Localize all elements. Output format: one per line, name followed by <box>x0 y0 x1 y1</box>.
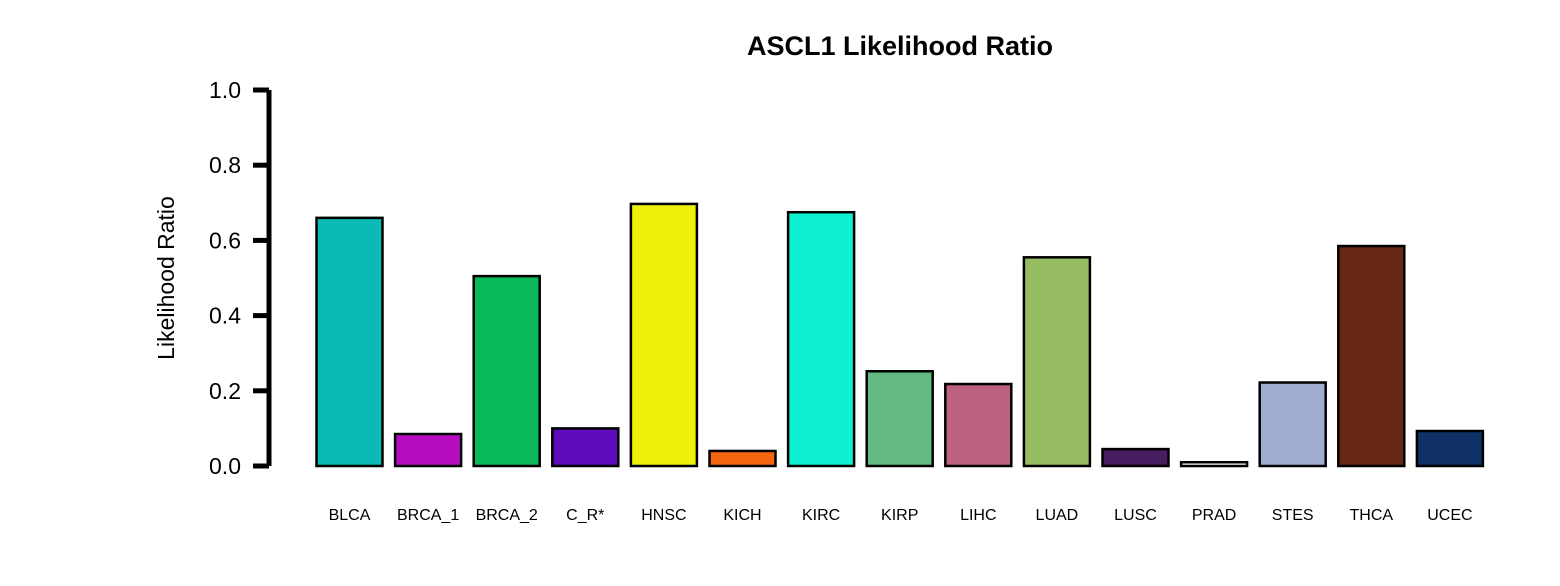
bar-lusc <box>1101 447 1170 468</box>
x-tick-label: LIHC <box>960 507 996 524</box>
x-tick-label: THCA <box>1350 507 1394 524</box>
bars <box>315 202 1485 468</box>
bar-lihc <box>944 382 1013 468</box>
x-tick-label: BLCA <box>329 507 371 524</box>
bar-stes <box>1258 381 1327 468</box>
x-tick-label: KICH <box>723 507 761 524</box>
x-tick-label: PRAD <box>1192 507 1236 524</box>
bar-prad <box>1179 460 1249 468</box>
x-tick-label: BRCA_2 <box>476 507 538 524</box>
x-tick-label: BRCA_1 <box>397 507 459 524</box>
x-tick-label: C_R* <box>566 507 604 524</box>
bar-kirp <box>865 369 934 468</box>
chart-title: ASCL1 Likelihood Ratio <box>747 31 1053 61</box>
x-tick-label: LUSC <box>1114 507 1157 524</box>
x-tick-label: UCEC <box>1427 507 1472 524</box>
bar-thca <box>1337 244 1406 468</box>
x-tick-label: LUAD <box>1036 507 1079 524</box>
y-tick-label: 0.2 <box>209 378 241 404</box>
y-tick-label: 0.0 <box>209 453 241 479</box>
bar-luad <box>1022 256 1092 468</box>
bar-hnsc <box>629 202 699 468</box>
x-tick-label: KIRC <box>802 507 840 524</box>
x-tick-label: STES <box>1272 507 1314 524</box>
y-tick-label: 0.6 <box>209 227 241 253</box>
y-tick-label: 1.0 <box>209 77 241 103</box>
bar-ucec <box>1415 429 1485 468</box>
y-tick-label: 0.8 <box>209 152 241 178</box>
y-axis-label: Likelihood Ratio <box>153 196 179 360</box>
x-tick-label: KIRP <box>881 507 918 524</box>
bar-brca-1 <box>393 432 463 468</box>
bar-kich <box>708 449 777 468</box>
bar-blca <box>315 216 384 468</box>
y-axis: 0.0 0.2 0.4 0.6 0.8 1.0 <box>209 77 272 479</box>
bar-c-r <box>551 427 620 468</box>
x-tick-label: HNSC <box>641 507 686 524</box>
bar-brca-2 <box>472 274 541 468</box>
bar-kirc <box>786 210 856 468</box>
y-tick-label: 0.4 <box>209 303 241 329</box>
x-axis-labels: BLCA BRCA_1 BRCA_2 C_R* HNSC KICH KIRC KIRP LIHC… <box>329 507 1473 524</box>
